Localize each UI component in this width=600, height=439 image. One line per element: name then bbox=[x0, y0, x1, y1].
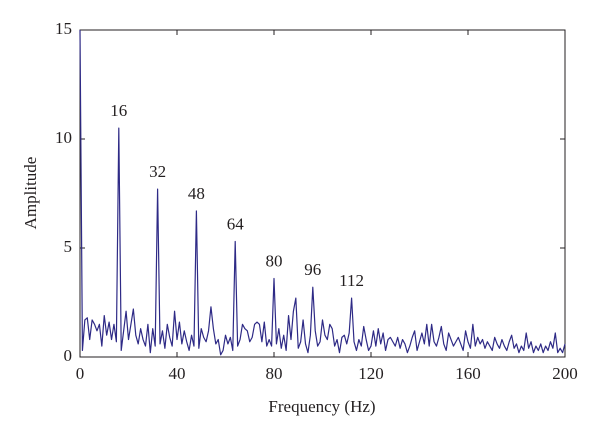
spectrum-line bbox=[79, 29, 566, 356]
x-tick-label: 80 bbox=[266, 364, 283, 383]
peak-label: 96 bbox=[304, 260, 321, 279]
y-tick-label: 15 bbox=[55, 19, 72, 38]
peak-label: 48 bbox=[188, 184, 205, 203]
y-axis-label: Amplitude bbox=[21, 157, 40, 230]
x-tick-label: 120 bbox=[358, 364, 384, 383]
x-axis-label: Frequency (Hz) bbox=[268, 397, 375, 416]
peak-label: 64 bbox=[227, 214, 245, 233]
x-tick-label: 0 bbox=[76, 364, 85, 383]
peak-label: 16 bbox=[110, 101, 127, 120]
y-tick-label: 5 bbox=[64, 237, 73, 256]
x-tick-label: 160 bbox=[455, 364, 481, 383]
x-tick-label: 40 bbox=[169, 364, 186, 383]
peak-label: 112 bbox=[339, 271, 364, 290]
y-tick-label: 10 bbox=[55, 128, 72, 147]
peak-label: 32 bbox=[149, 162, 166, 181]
plot-frame bbox=[79, 29, 566, 358]
peak-label: 80 bbox=[266, 251, 283, 270]
x-tick-label: 200 bbox=[552, 364, 578, 383]
y-tick-label: 0 bbox=[64, 346, 73, 365]
